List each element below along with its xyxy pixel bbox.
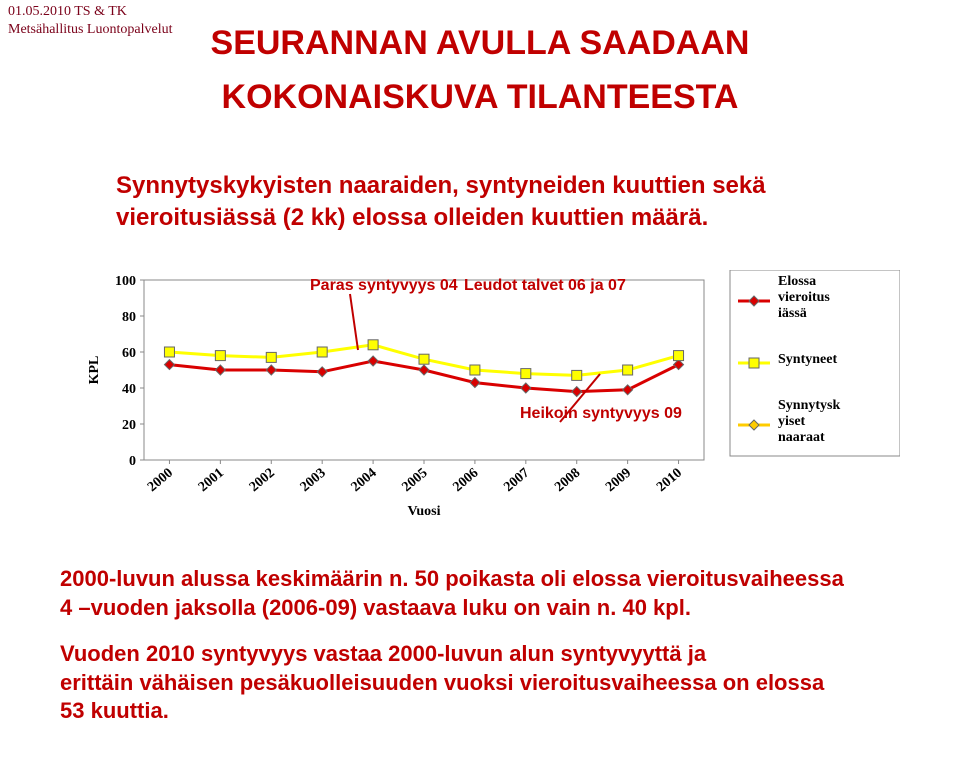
meta-line1: 01.05.2010 TS & TK bbox=[8, 4, 127, 20]
svg-text:2009: 2009 bbox=[603, 466, 634, 495]
chart-svg: 0 20 40 60 80 100 KPL 2000 2001 2002 2003 2004 2005 2… bbox=[60, 270, 900, 530]
svg-text:2002: 2002 bbox=[247, 466, 278, 495]
svg-text:2010: 2010 bbox=[654, 466, 685, 495]
svg-text:2008: 2008 bbox=[552, 466, 583, 495]
svg-text:0: 0 bbox=[129, 454, 136, 469]
subtitle: Synnytyskykyisten naaraiden, syntyneiden… bbox=[116, 170, 766, 235]
svg-text:iässä: iässä bbox=[778, 306, 807, 321]
svg-text:2005: 2005 bbox=[399, 466, 430, 495]
svg-text:Synnytysk: Synnytysk bbox=[778, 398, 840, 413]
caption-1: 2000-luvun alussa keskimäärin n. 50 poik… bbox=[60, 565, 844, 622]
svg-text:2003: 2003 bbox=[298, 466, 329, 495]
svg-text:naaraat: naaraat bbox=[778, 430, 825, 445]
svg-text:2007: 2007 bbox=[501, 466, 532, 495]
svg-text:100: 100 bbox=[115, 274, 136, 289]
svg-text:KPL: KPL bbox=[87, 356, 102, 385]
svg-text:Paras syntyvyys 04: Paras syntyvyys 04 bbox=[310, 277, 458, 294]
svg-text:40: 40 bbox=[122, 382, 136, 397]
page-title-line1: SEURANNAN AVULLA SAADAAN bbox=[0, 24, 960, 63]
svg-text:Heikoin syntyvyys 09: Heikoin syntyvyys 09 bbox=[520, 405, 682, 422]
svg-text:Elossa: Elossa bbox=[778, 274, 816, 289]
chart: 0 20 40 60 80 100 KPL 2000 2001 2002 2003 2004 2005 2… bbox=[60, 270, 900, 530]
svg-text:80: 80 bbox=[122, 310, 136, 325]
svg-text:2006: 2006 bbox=[450, 466, 481, 495]
svg-text:Leudot talvet 06 ja 07: Leudot talvet 06 ja 07 bbox=[464, 277, 626, 294]
caption-2: Vuoden 2010 syntyvyys vastaa 2000-luvun … bbox=[60, 640, 824, 726]
svg-text:2000: 2000 bbox=[145, 466, 176, 495]
svg-text:Syntyneet: Syntyneet bbox=[778, 352, 837, 367]
svg-text:vieroitus: vieroitus bbox=[778, 290, 830, 305]
svg-text:2004: 2004 bbox=[349, 466, 380, 495]
slide: 01.05.2010 TS & TK Metsähallitus Luontop… bbox=[0, 0, 960, 758]
svg-text:60: 60 bbox=[122, 346, 136, 361]
svg-text:Vuosi: Vuosi bbox=[408, 504, 441, 519]
svg-text:20: 20 bbox=[122, 418, 136, 433]
svg-text:yiset: yiset bbox=[778, 414, 806, 429]
svg-text:2001: 2001 bbox=[196, 466, 227, 495]
page-title-line2: KOKONAISKUVA TILANTEESTA bbox=[0, 78, 960, 117]
